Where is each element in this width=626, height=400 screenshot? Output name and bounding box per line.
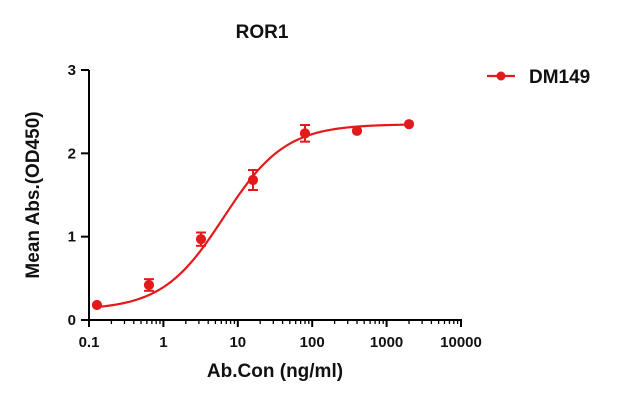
legend: DM149 [487,67,590,88]
plot-layer [91,119,415,311]
data-point [299,128,311,139]
y-axis-title: Mean Abs.(OD450) [23,111,44,278]
fit-curve [96,123,410,309]
x-tick-label: 10000 [440,334,482,351]
data-point [195,234,207,245]
x-tick-label: 10 [229,334,246,351]
y-ticks-group: 0 1 2 3 [68,62,89,329]
axes-group [88,70,462,321]
data-point [91,299,103,311]
x-tick-label: 0.1 [79,334,100,351]
data-point [403,119,415,130]
x-ticks-group: 0.1 1 10 100 1000 10000 [79,320,482,351]
y-tick-label: 3 [68,62,76,79]
x-axis-title: Ab.Con (ng/ml) [207,361,343,382]
y-tick-label: 0 [68,312,76,329]
legend-label: DM149 [529,67,590,88]
legend-marker [496,71,506,81]
y-tick-label: 2 [68,145,76,162]
data-point [143,279,155,291]
x-tick-label: 100 [300,334,325,351]
data-point [351,125,363,136]
chart-title: ROR1 [236,22,289,43]
x-tick-label: 1 [159,334,167,351]
data-point [247,174,259,186]
x-tick-label: 1000 [370,334,403,351]
y-tick-label: 1 [68,229,76,246]
